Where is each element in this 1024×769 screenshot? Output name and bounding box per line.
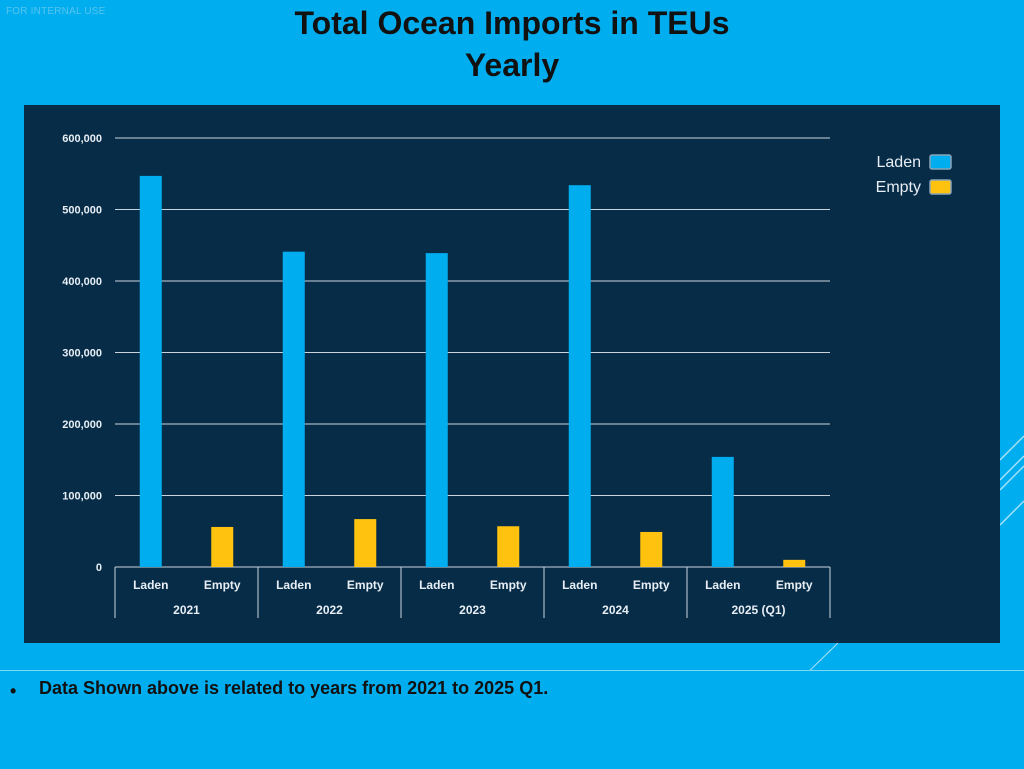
bar-chart: 0 100,000 200,000 300,000 400,000 500,000 600,… <box>62 133 952 618</box>
x-group-label: 2021 <box>173 603 200 617</box>
chart-panel: 0 100,000 200,000 300,000 400,000 500,000 600,… <box>24 105 1000 643</box>
y-tick-label: 500,000 <box>62 205 102 217</box>
legend-label: Empty <box>876 179 921 196</box>
empty-bar <box>497 526 520 567</box>
classification-label: FOR INTERNAL USE <box>6 6 106 17</box>
x-category-label: Empty <box>490 578 527 592</box>
title-line-1: Total Ocean Imports in TEUs <box>294 5 730 41</box>
x-group-label: 2023 <box>459 603 486 617</box>
empty-bar <box>354 519 377 567</box>
x-category-label: Laden <box>133 578 168 592</box>
legend-swatch-laden <box>929 154 952 170</box>
slide-title: Total Ocean Imports in TEUs Yearly <box>262 2 762 86</box>
x-category-label: Empty <box>633 578 670 592</box>
x-category-label: Laden <box>276 578 311 592</box>
x-group-label: 2025 (Q1) <box>731 603 785 617</box>
y-tick-label: 100,000 <box>62 491 102 503</box>
laden-bar <box>139 175 162 567</box>
y-tick-label: 400,000 <box>62 276 102 288</box>
x-category-label: Empty <box>347 578 384 592</box>
x-category-label: Empty <box>204 578 241 592</box>
laden-bar <box>711 456 734 567</box>
empty-bar <box>783 559 806 567</box>
empty-bar <box>211 526 234 567</box>
empty-bar <box>640 531 663 567</box>
bullet-icon: • <box>10 681 17 701</box>
title-line-2: Yearly <box>464 47 560 83</box>
notes-area: • Data Shown above is related to years f… <box>0 670 1024 769</box>
y-tick-label: 300,000 <box>62 348 102 360</box>
legend-swatch-empty <box>929 179 952 195</box>
x-category-label: Laden <box>562 578 597 592</box>
x-category-label: Laden <box>705 578 740 592</box>
legend-label: Laden <box>877 154 922 171</box>
laden-bar <box>282 251 305 567</box>
y-tick-label: 600,000 <box>62 133 102 145</box>
note-text: Data Shown above is related to years fro… <box>39 678 549 698</box>
x-category-label: Laden <box>419 578 454 592</box>
x-group-label: 2022 <box>316 603 343 617</box>
laden-bar <box>425 253 448 568</box>
x-category-label: Empty <box>776 578 813 592</box>
y-tick-label: 200,000 <box>62 419 102 431</box>
x-group-label: 2024 <box>602 603 629 617</box>
y-tick-label: 0 <box>96 562 102 574</box>
laden-bar <box>568 185 591 567</box>
